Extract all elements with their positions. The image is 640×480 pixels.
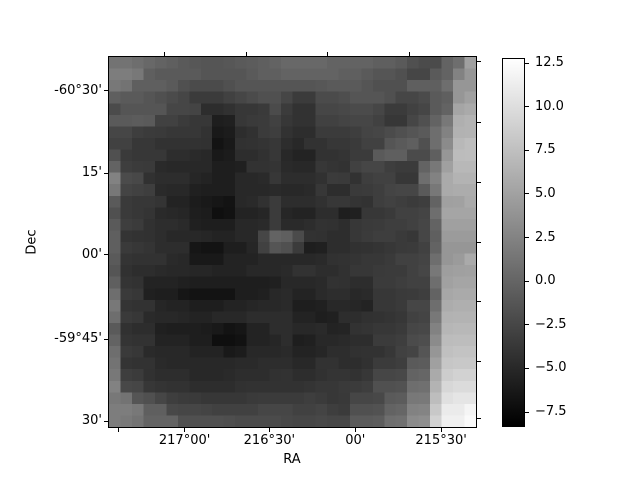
x-top-tick-mark — [327, 52, 329, 56]
x-axis-title: RA — [283, 452, 301, 467]
x-top-tick-mark — [245, 52, 247, 56]
colorbar-tick-label: 5.0 — [535, 185, 556, 201]
colorbar-tick-mark — [525, 367, 529, 369]
colorbar-tick-label: 0.0 — [535, 273, 556, 289]
colorbar-tick-label: −7.5 — [535, 404, 567, 420]
colorbar — [502, 58, 525, 427]
y-right-tick-mark — [477, 418, 481, 420]
x-tick-label: 217°00' — [158, 433, 211, 448]
y-right-tick-mark — [477, 181, 481, 183]
y-tick-mark — [104, 254, 108, 256]
colorbar-tick-mark — [525, 106, 529, 108]
x-tick-mark — [184, 428, 186, 432]
y-tick-label: 00' — [81, 246, 102, 262]
x-tick-mark — [440, 428, 442, 432]
y-right-tick-mark — [477, 61, 481, 63]
y-tick-label: -60°30' — [54, 82, 102, 98]
y-tick-mark — [104, 90, 108, 92]
colorbar-tick-mark — [525, 237, 529, 239]
plot-area — [108, 56, 477, 428]
y-right-tick-mark — [477, 361, 481, 362]
x-top-tick-mark — [164, 52, 166, 56]
colorbar-tick-mark — [525, 62, 529, 64]
colorbar-tick-mark — [525, 149, 529, 151]
x-tick-label: 00' — [345, 433, 366, 448]
colorbar-tick-mark — [525, 411, 529, 413]
colorbar-tick-label: 12.5 — [535, 55, 564, 70]
x-tick-label: 216°30' — [243, 433, 296, 448]
colorbar-tick-label: 2.5 — [535, 229, 556, 245]
x-top-tick-mark — [408, 52, 410, 56]
colorbar-tick-label: 10.0 — [535, 98, 564, 114]
y-right-tick-mark — [477, 121, 481, 123]
x-tick-mark — [268, 428, 270, 432]
colorbar-tick-mark — [525, 324, 529, 326]
heatmap-canvas — [109, 57, 476, 427]
y-tick-mark — [104, 338, 108, 340]
y-tick-label: -59°45' — [54, 331, 102, 347]
y-tick-mark — [104, 420, 108, 422]
colorbar-tick-label: 7.5 — [535, 142, 556, 158]
colorbar-tick-label: −5.0 — [535, 360, 567, 376]
y-right-tick-mark — [477, 301, 481, 303]
x-tick-mark — [118, 428, 120, 432]
x-tick-label: 215°30' — [415, 433, 467, 448]
colorbar-tick-label: −2.5 — [535, 316, 567, 332]
y-right-tick-mark — [477, 241, 481, 243]
y-tick-label: 30' — [81, 413, 102, 429]
colorbar-tick-mark — [525, 280, 529, 282]
x-tick-mark — [354, 428, 356, 432]
y-tick-mark — [104, 172, 108, 174]
colorbar-tick-mark — [525, 193, 529, 195]
y-axis-title: Dec — [24, 229, 40, 255]
y-tick-label: 15' — [81, 165, 102, 181]
